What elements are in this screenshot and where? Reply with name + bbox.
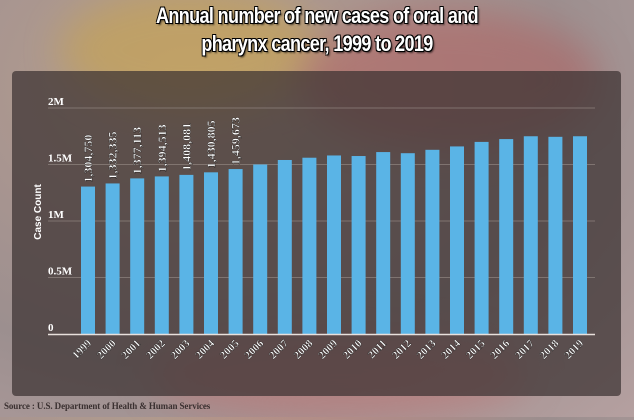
chart-title: Annual number of new cases of oral and p…	[57, 2, 577, 58]
x-tick-label: 2000	[95, 337, 119, 361]
x-tick-label: 2011	[366, 338, 390, 362]
bar	[523, 136, 538, 334]
x-tick-label: 2004	[193, 337, 217, 361]
bar	[327, 155, 341, 334]
x-tick-label: 1999	[70, 337, 94, 361]
data-label: 1,377,113	[130, 127, 144, 174]
bar	[105, 183, 120, 334]
x-tick-label: 2018	[537, 337, 561, 361]
y-tick-label: 0.5M	[48, 266, 73, 278]
y-axis-label: Case Count	[33, 184, 44, 240]
bar	[425, 149, 440, 334]
x-tick-label: 2017	[513, 337, 537, 361]
x-tick-label: 2010	[341, 337, 365, 361]
bar	[228, 169, 243, 334]
y-tick-label: 1M	[48, 209, 65, 221]
x-tick-label: 2006	[242, 337, 266, 361]
x-tick-label: 2002	[144, 337, 168, 361]
title-line-1: Annual number of new cases of oral and	[156, 3, 479, 28]
data-label: 1,394,513	[155, 124, 169, 172]
data-label: 1,304,750	[81, 135, 95, 183]
x-tick-label: 2014	[439, 337, 463, 361]
x-tick-label: 2009	[316, 337, 340, 361]
data-label: 1,459,673	[229, 117, 243, 165]
source-note: Source : U.S. Department of Health & Hum…	[4, 401, 211, 411]
y-tick-label: 1.5M	[48, 153, 73, 165]
x-tick-label: 2005	[218, 337, 242, 361]
data-label: 1,430,805	[204, 120, 218, 168]
x-tick-label: 2015	[464, 337, 488, 361]
x-tick-label: 2013	[414, 337, 438, 361]
y-tick-label: 0	[48, 322, 54, 334]
bar	[302, 157, 317, 334]
data-label: 1,332,335	[106, 131, 120, 179]
bar	[351, 156, 366, 334]
bar	[81, 186, 95, 334]
bar	[450, 146, 464, 334]
y-tick-label: 2M	[48, 96, 65, 108]
x-tick-label: 2008	[291, 337, 315, 361]
x-tick-label: 2019	[562, 337, 586, 361]
bar	[204, 172, 218, 334]
data-label: 1,408,081	[179, 123, 193, 171]
bar	[573, 136, 587, 334]
x-tick-label: 2012	[390, 337, 414, 361]
bar	[154, 176, 169, 334]
bar	[179, 174, 194, 334]
bar	[130, 178, 145, 334]
x-tick-label: 2016	[488, 337, 512, 361]
bar	[277, 159, 292, 334]
bar	[400, 153, 415, 334]
x-tick-label: 2003	[168, 337, 192, 361]
bar	[499, 139, 514, 334]
bar	[474, 141, 489, 334]
bar	[548, 136, 563, 334]
bar	[253, 164, 268, 334]
bar	[376, 152, 391, 334]
x-tick-label: 2007	[267, 337, 291, 361]
title-line-2: pharynx cancer, 1999 to 2019	[201, 31, 433, 56]
x-tick-label: 2001	[119, 338, 143, 362]
